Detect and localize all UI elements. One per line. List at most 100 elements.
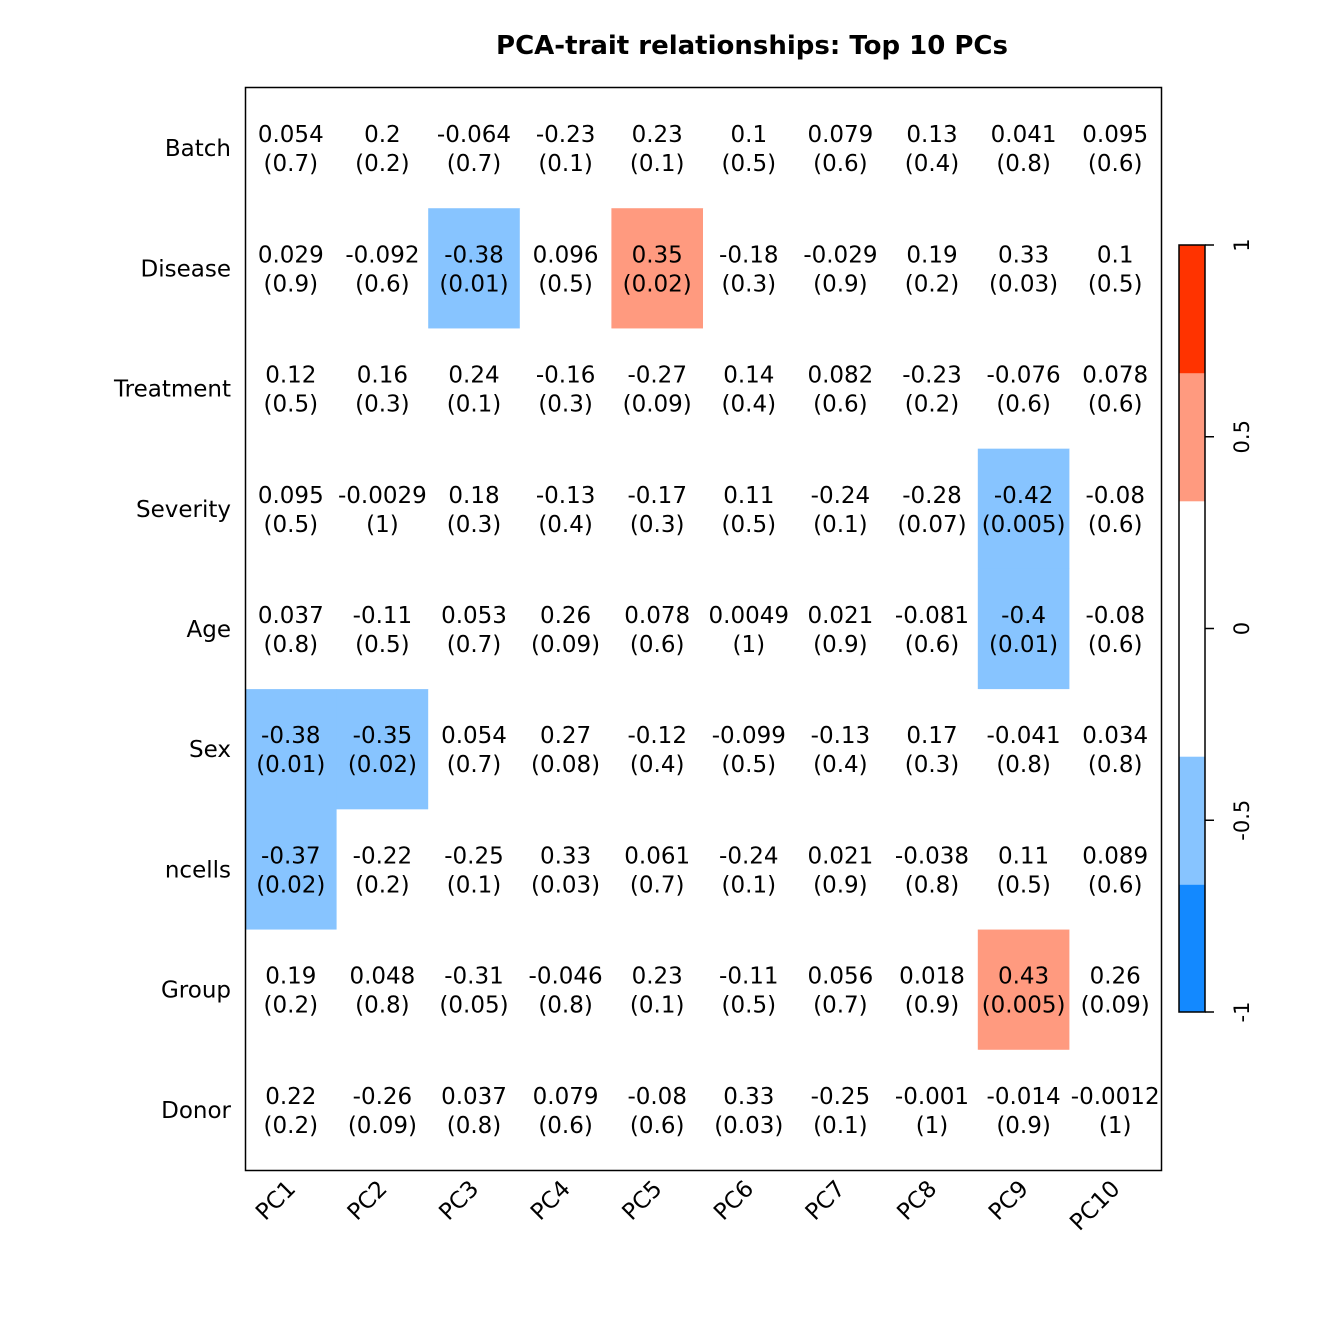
legend-swatch [1179,372,1205,502]
cell-correlation-label: -0.041 [987,723,1061,749]
cell-correlation-label: 0.26 [540,603,591,629]
heatmap-cell-group-pc2 [336,929,429,1051]
heatmap-cell-batch-pc9 [977,88,1070,209]
cell-correlation-label: 0.089 [1082,843,1148,869]
cell-pvalue-label: (0.2) [905,271,960,297]
cell-correlation-label: -0.27 [627,363,687,389]
cell-correlation-label: 0.037 [441,1084,507,1110]
column-label-pc2: PC2 [343,1176,393,1226]
heatmap-cell-ncells-pc4 [519,809,612,931]
cell-pvalue-label: (0.8) [996,752,1051,778]
cell-correlation-label: 0.12 [265,363,316,389]
cell-correlation-label: -0.064 [437,122,511,148]
cell-pvalue-label: (0.8) [905,872,960,898]
cell-correlation-label: -0.029 [803,242,877,268]
cell-pvalue-label: (1) [916,1113,949,1139]
heatmap-cell-group-pc9 [977,929,1070,1051]
row-label-treatment: Treatment [113,377,231,403]
cell-correlation-label: -0.08 [627,1084,687,1110]
heatmap-cell-severity-pc5 [611,448,704,570]
cell-correlation-label: 0.18 [448,483,499,509]
cell-pvalue-label: (0.09) [531,632,600,658]
cell-pvalue-label: (0.4) [538,512,593,538]
cell-correlation-label: -0.08 [1085,483,1145,509]
cell-correlation-label: 0.19 [265,964,316,990]
cell-correlation-label: -0.16 [536,363,596,389]
cell-correlation-label: -0.4 [1001,603,1046,629]
heatmap-cell-age-pc10 [1069,568,1162,690]
cell-pvalue-label: (0.6) [1088,151,1143,177]
heatmap-cell-donor-pc1 [245,1049,338,1171]
cell-pvalue-label: (0.6) [355,271,410,297]
cell-correlation-label: 0.061 [624,843,690,869]
column-label-pc7: PC7 [801,1176,851,1226]
cell-pvalue-label: (0.09) [623,392,692,418]
heatmap-cell-batch-pc4 [519,88,612,209]
cell-pvalue-label: (0.6) [1088,512,1143,538]
legend-swatch [1179,245,1205,374]
cell-correlation-label: -0.038 [895,843,969,869]
cell-correlation-label: -0.12 [627,723,687,749]
cell-correlation-label: 0.096 [533,242,599,268]
cell-pvalue-label: (0.07) [897,512,966,538]
cell-correlation-label: 0.1 [731,122,768,148]
cell-correlation-label: 0.24 [448,363,499,389]
heatmap-cell-severity-pc10 [1069,448,1162,570]
cell-pvalue-label: (0.03) [531,872,600,898]
heatmap-cell-disease-pc7 [794,208,887,329]
cell-correlation-label: -0.18 [719,242,779,268]
cell-correlation-label: 0.2 [364,122,401,148]
heatmap-cell-disease-pc2 [336,208,429,329]
heatmap-cell-group-pc7 [794,929,887,1051]
cell-correlation-label: -0.17 [627,483,687,509]
heatmap-cell-group-pc4 [519,929,612,1051]
cell-correlation-label: 0.1 [1097,242,1134,268]
cell-correlation-label: -0.08 [1085,603,1145,629]
cell-pvalue-label: (0.02) [623,271,692,297]
cell-correlation-label: -0.38 [261,723,321,749]
heatmap-cell-sex-pc5 [611,689,704,810]
cell-correlation-label: 0.14 [723,363,774,389]
cell-correlation-label: -0.13 [811,723,871,749]
cell-correlation-label: 0.053 [441,603,507,629]
cell-correlation-label: 0.23 [632,964,683,990]
heatmap-cell-disease-pc3 [428,208,521,329]
cell-pvalue-label: (0.005) [982,512,1066,538]
cell-correlation-label: 0.0049 [709,603,789,629]
heatmap-cell-sex-pc7 [794,689,887,810]
cell-correlation-label: 0.082 [807,363,873,389]
heatmap-cell-group-pc8 [886,929,979,1051]
heatmap-cell-treatment-pc10 [1069,328,1162,450]
cell-pvalue-label: (0.6) [630,632,685,658]
heatmap-cell-ncells-pc10 [1069,809,1162,931]
row-label-disease: Disease [141,256,231,282]
heatmap-cell-ncells-pc5 [611,809,704,931]
row-label-ncells: ncells [165,857,231,883]
cell-correlation-label: 0.33 [540,843,591,869]
column-label-pc10: PC10 [1065,1176,1125,1236]
heatmap-cell-treatment-pc4 [519,328,612,450]
cell-pvalue-label: (0.9) [905,993,960,1019]
heatmap-cell-age-pc6 [703,568,796,690]
cell-correlation-label: -0.24 [811,483,871,509]
cell-pvalue-label: (0.08) [531,752,600,778]
heatmap-cell-ncells-pc2 [336,809,429,931]
cell-correlation-label: -0.099 [712,723,786,749]
heatmap-cell-ncells-pc9 [977,809,1070,931]
heatmap-cell-treatment-pc7 [794,328,887,450]
cell-pvalue-label: (0.7) [630,872,685,898]
cell-pvalue-label: (0.1) [722,872,777,898]
cell-correlation-label: 0.17 [906,723,957,749]
column-label-pc3: PC3 [434,1176,484,1226]
heatmap-cell-batch-pc7 [794,88,887,209]
cell-correlation-label: 0.021 [807,843,873,869]
cell-correlation-label: -0.11 [353,603,413,629]
cell-correlation-label: 0.26 [1090,964,1141,990]
cell-correlation-label: 0.056 [807,964,873,990]
cell-correlation-label: 0.054 [258,122,324,148]
row-labels: Batch Disease Treatment Severity Age Sex ncell… [113,136,232,1124]
cell-correlation-label: 0.034 [1082,723,1148,749]
row-label-group: Group [161,978,231,1004]
heatmap-cell-severity-pc1 [245,448,338,570]
